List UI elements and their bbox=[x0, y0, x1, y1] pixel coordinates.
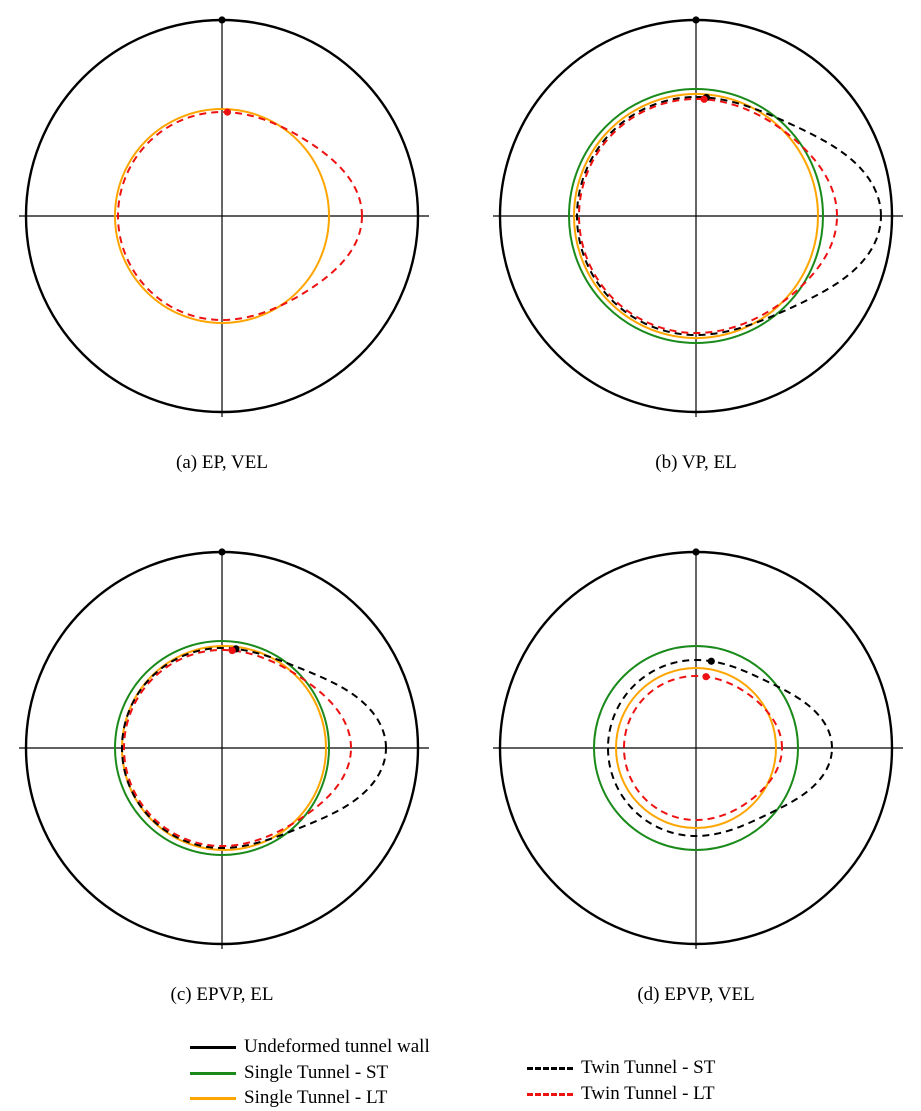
profile-twin-lt bbox=[116, 110, 364, 322]
legend-label-single-tunnel-st: Single Tunnel - ST bbox=[244, 1062, 389, 1083]
legend-swatch-twin-tunnel-st bbox=[527, 1066, 573, 1070]
crown-marker-twin-st bbox=[707, 657, 715, 665]
crown-marker-twin-lt bbox=[700, 95, 708, 103]
profile-twin-st bbox=[606, 658, 834, 838]
wall-crown-marker bbox=[692, 16, 700, 24]
profile-single-lt bbox=[615, 667, 777, 829]
legend-item-single-tunnel-st: Single Tunnel - ST bbox=[190, 1062, 388, 1084]
panel-d bbox=[493, 548, 903, 949]
profile-single-st bbox=[114, 640, 330, 856]
legend-swatch-single-tunnel-lt bbox=[190, 1096, 236, 1100]
panel-b bbox=[493, 16, 903, 417]
legend-item-undeformed-wall: Undeformed tunnel wall bbox=[190, 1036, 430, 1058]
profile-twin-lt bbox=[577, 97, 839, 335]
profile-twin-lt bbox=[122, 648, 353, 848]
legend-item-twin-tunnel-st: Twin Tunnel - ST bbox=[527, 1057, 715, 1079]
crown-marker-twin-lt bbox=[223, 108, 232, 116]
profile-single-st bbox=[593, 645, 799, 851]
wall-crown-marker bbox=[218, 16, 226, 24]
panel-c bbox=[19, 548, 429, 949]
caption-panel-a: (a) EP, VEL bbox=[176, 452, 268, 473]
legend-swatch-single-tunnel-st bbox=[190, 1071, 236, 1075]
profile-twin-st bbox=[120, 646, 388, 850]
legend-item-twin-tunnel-lt: Twin Tunnel - LT bbox=[527, 1083, 715, 1105]
profile-single-lt bbox=[573, 93, 819, 339]
profile-twin-st bbox=[575, 95, 883, 337]
legend-label-twin-tunnel-st: Twin Tunnel - ST bbox=[581, 1057, 716, 1078]
profile-single-st bbox=[568, 88, 824, 344]
legend-swatch-undeformed-wall bbox=[190, 1045, 236, 1049]
profile-single-lt bbox=[114, 108, 330, 324]
legend-item-single-tunnel-lt: Single Tunnel - LT bbox=[190, 1087, 387, 1109]
wall-crown-marker bbox=[692, 548, 700, 556]
caption-panel-b: (b) VP, EL bbox=[655, 452, 737, 473]
panel-a bbox=[19, 16, 429, 417]
crown-marker-twin-lt bbox=[702, 673, 710, 681]
profile-twin-lt bbox=[622, 674, 784, 822]
caption-panel-c: (c) EPVP, EL bbox=[170, 984, 274, 1005]
legend-label-single-tunnel-lt: Single Tunnel - LT bbox=[244, 1087, 388, 1108]
legend-label-twin-tunnel-lt: Twin Tunnel - LT bbox=[581, 1083, 715, 1104]
wall-crown-marker bbox=[218, 548, 226, 556]
crown-marker-twin-lt bbox=[228, 646, 236, 655]
legend-swatch-twin-tunnel-lt bbox=[527, 1092, 573, 1096]
legend-label-undeformed-wall: Undeformed tunnel wall bbox=[244, 1036, 430, 1057]
caption-panel-d: (d) EPVP, VEL bbox=[637, 984, 755, 1005]
